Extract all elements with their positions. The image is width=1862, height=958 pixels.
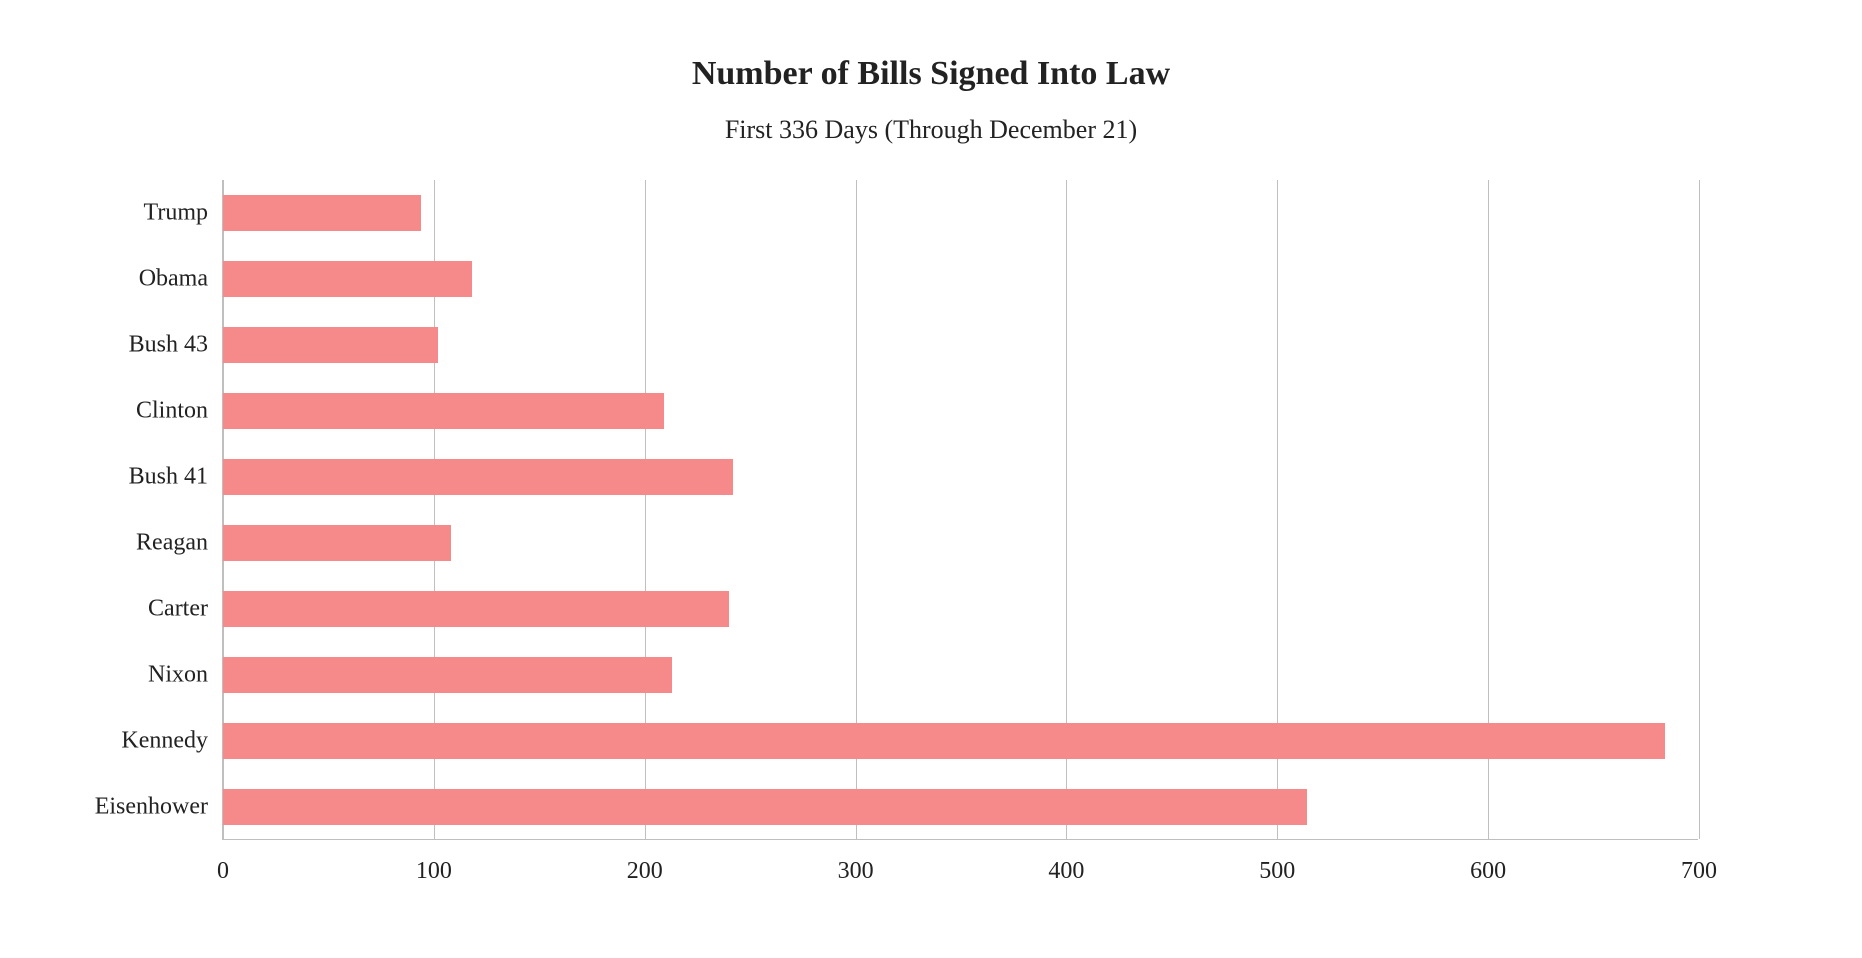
y-tick-label: Obama <box>139 266 208 293</box>
y-tick-label: Nixon <box>148 662 208 689</box>
bar <box>223 723 1665 759</box>
x-gridline <box>1699 180 1700 839</box>
y-tick-label: Eisenhower <box>95 794 208 821</box>
bar <box>223 657 672 693</box>
x-tick-label: 600 <box>1470 858 1506 885</box>
y-tick-label: Kennedy <box>121 728 208 755</box>
bar <box>223 261 472 297</box>
x-tick-label: 400 <box>1048 858 1084 885</box>
bar <box>223 327 438 363</box>
bar <box>223 459 733 495</box>
bar <box>223 789 1307 825</box>
bar <box>223 195 421 231</box>
y-tick-label: Bush 41 <box>129 464 208 491</box>
bar <box>223 525 451 561</box>
y-tick-label: Clinton <box>136 398 208 425</box>
x-tick-label: 0 <box>217 858 229 885</box>
plot-area: 0100200300400500600700TrumpObamaBush 43C… <box>222 180 1698 840</box>
x-tick-label: 700 <box>1681 858 1717 885</box>
bar <box>223 393 664 429</box>
chart-title: Number of Bills Signed Into Law <box>0 55 1862 93</box>
chart-subtitle: First 336 Days (Through December 21) <box>0 115 1862 145</box>
x-tick-label: 200 <box>627 858 663 885</box>
x-tick-label: 300 <box>838 858 874 885</box>
y-tick-label: Trump <box>144 200 208 227</box>
y-tick-label: Carter <box>148 596 208 623</box>
x-tick-label: 500 <box>1259 858 1295 885</box>
chart-container: Number of Bills Signed Into Law First 33… <box>0 0 1862 958</box>
y-tick-label: Reagan <box>136 530 208 557</box>
bar <box>223 591 729 627</box>
x-tick-label: 100 <box>416 858 452 885</box>
y-tick-label: Bush 43 <box>129 332 208 359</box>
